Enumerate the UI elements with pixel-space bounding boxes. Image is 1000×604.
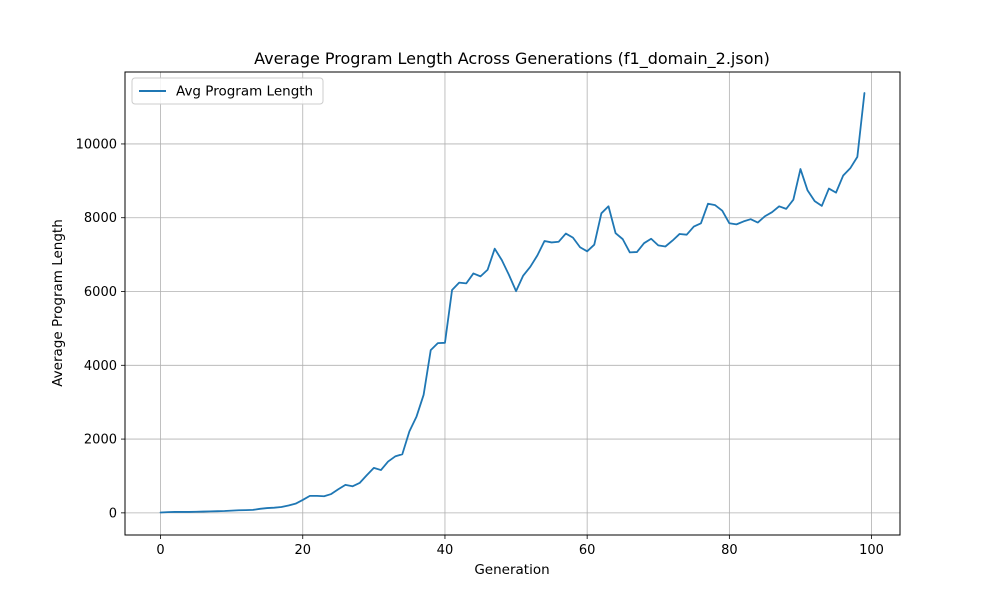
y-tick-label: 2000: [84, 433, 117, 448]
series-layer: [159, 92, 866, 514]
series-line-avg-program-length: [159, 92, 866, 514]
grid-lines: [125, 72, 900, 535]
y-tick-label: 8000: [84, 211, 117, 226]
x-tick-label: 20: [294, 543, 311, 558]
x-tick-label: 80: [721, 543, 738, 558]
x-tick-label: 40: [437, 543, 454, 558]
y-tick-label: 6000: [84, 285, 117, 300]
chart-title: Average Program Length Across Generation…: [254, 49, 770, 69]
axis-ticks: 0 20 40 60 80 100 0 2000 4000 6000 8000 10000: [76, 137, 884, 558]
y-tick-label: 4000: [84, 359, 117, 374]
x-tick-label: 0: [156, 543, 164, 558]
x-tick-label: 100: [859, 543, 884, 558]
y-tick-label: 10000: [76, 137, 117, 152]
y-axis-label: Average Program Length: [50, 219, 66, 387]
legend-label: Avg Program Length: [176, 84, 313, 100]
legend-box: [131, 77, 324, 105]
plot-area-frame: [124, 71, 901, 536]
x-tick-label: 60: [579, 543, 596, 558]
legend: Avg Program Length: [131, 77, 324, 105]
y-tick-label: 0: [109, 506, 117, 521]
x-axis-label: Generation: [474, 562, 549, 578]
